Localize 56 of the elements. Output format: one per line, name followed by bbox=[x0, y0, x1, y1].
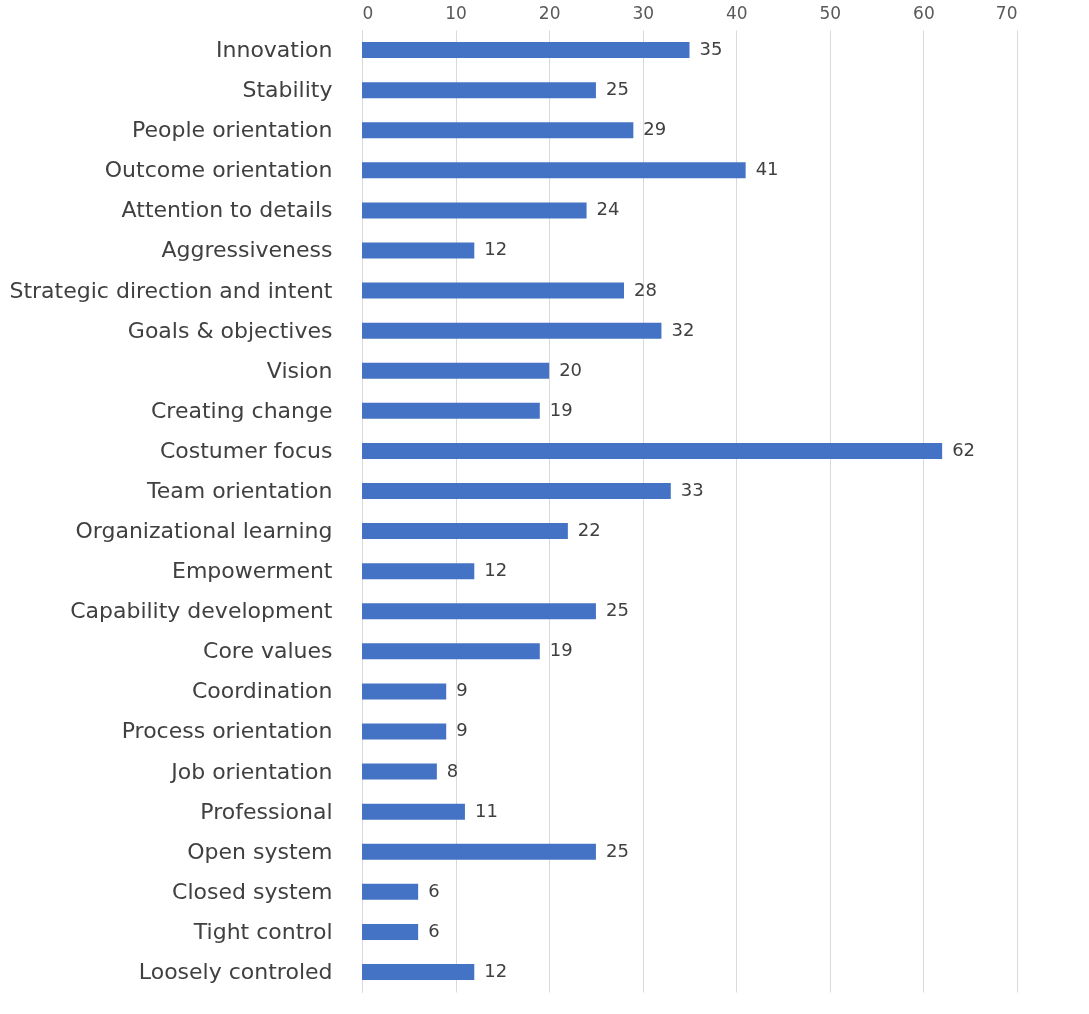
y-tick-label: Vision bbox=[266, 357, 333, 383]
data-label: 41 bbox=[755, 158, 779, 180]
data-label: 12 bbox=[484, 559, 508, 581]
y-tick-label: Outcome orientation bbox=[104, 157, 333, 183]
data-label: 19 bbox=[549, 639, 573, 661]
data-label: 6 bbox=[428, 919, 440, 941]
x-tick-label: 60 bbox=[913, 2, 935, 23]
y-tick-label: Goals & objectives bbox=[127, 317, 333, 343]
y-tick-label: Job orientation bbox=[169, 758, 333, 784]
y-tick-label: Creating change bbox=[150, 397, 333, 423]
y-tick-label: Organizational learning bbox=[75, 518, 333, 544]
y-tick-label: Team orientation bbox=[146, 477, 333, 503]
y-tick-label: Empowerment bbox=[172, 558, 333, 584]
data-label: 19 bbox=[549, 398, 573, 420]
y-tick-label: Open system bbox=[187, 838, 333, 864]
x-tick-label: 70 bbox=[995, 2, 1018, 23]
y-tick-label: Attention to details bbox=[121, 197, 333, 223]
data-label: 25 bbox=[605, 599, 629, 621]
data-label: 32 bbox=[671, 318, 695, 340]
y-tick-label: Stability bbox=[242, 77, 333, 103]
data-label: 9 bbox=[456, 719, 468, 741]
data-label: 8 bbox=[446, 759, 459, 781]
x-tick-label: 0 bbox=[362, 2, 374, 23]
data-label: 11 bbox=[474, 799, 498, 821]
data-label: 9 bbox=[456, 679, 468, 701]
y-tick-label: Strategic direction and intent bbox=[9, 277, 333, 303]
y-tick-label: Coordination bbox=[191, 678, 333, 704]
data-label: 12 bbox=[484, 959, 508, 981]
data-label: 6 bbox=[428, 879, 440, 901]
y-tick-label: Loosely controled bbox=[138, 958, 333, 984]
data-label: 28 bbox=[634, 278, 657, 300]
y-tick-label: People orientation bbox=[132, 117, 333, 143]
y-tick-label: Tight control bbox=[192, 918, 333, 944]
x-tick-label: 10 bbox=[445, 2, 467, 23]
data-label: 29 bbox=[643, 118, 667, 140]
data-label: 20 bbox=[559, 358, 583, 380]
x-tick-label: 20 bbox=[538, 2, 561, 23]
x-tick-label: 40 bbox=[725, 2, 748, 23]
y-tick-label: Professional bbox=[200, 798, 333, 824]
y-tick-label: Costumer focus bbox=[159, 437, 333, 463]
data-label: 22 bbox=[577, 519, 601, 541]
y-tick-label: Closed system bbox=[172, 878, 333, 904]
data-label: 24 bbox=[596, 198, 620, 220]
x-tick-label: 50 bbox=[819, 2, 842, 23]
x-tick-label: 30 bbox=[632, 2, 655, 23]
y-tick-label: Core values bbox=[203, 638, 333, 664]
data-label: 62 bbox=[952, 438, 976, 460]
y-tick-label: Aggressiveness bbox=[161, 237, 333, 263]
data-label: 25 bbox=[605, 839, 629, 861]
data-label: 12 bbox=[484, 238, 508, 260]
data-label: 25 bbox=[605, 78, 629, 100]
y-tick-label: Process orientation bbox=[121, 718, 333, 744]
y-tick-label: Capability development bbox=[70, 598, 333, 624]
data-label: 33 bbox=[680, 478, 704, 500]
y-tick-label: Innovation bbox=[216, 37, 333, 63]
data-label: 35 bbox=[699, 38, 723, 60]
